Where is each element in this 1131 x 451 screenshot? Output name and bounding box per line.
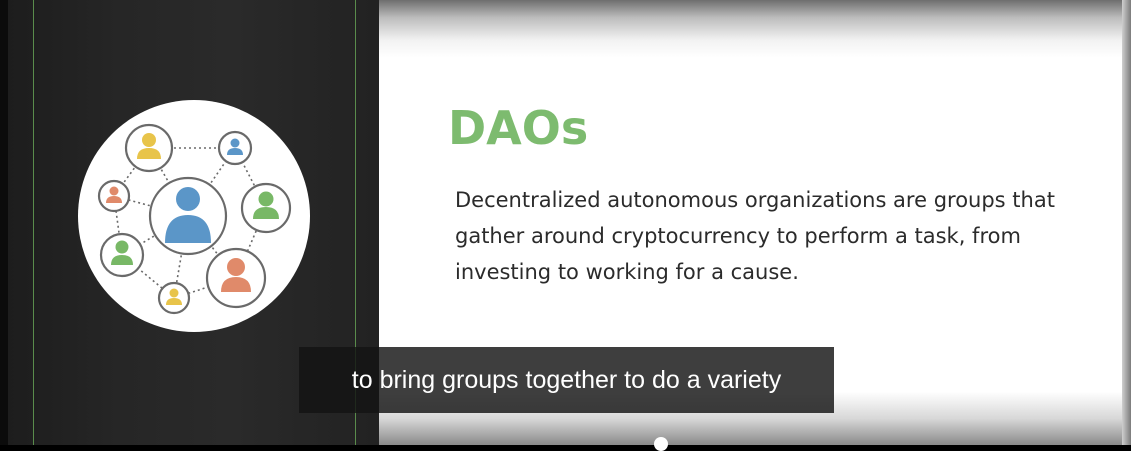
slide-body-text: Decentralized autonomous organizations a… xyxy=(455,188,1055,284)
progress-scrub-handle[interactable] xyxy=(654,437,668,451)
caption-box: to bring groups together to do a variety xyxy=(299,347,834,413)
slide-title: DAOs xyxy=(448,101,589,155)
caption-text: to bring groups together to do a variety xyxy=(351,365,782,394)
left-frame-line xyxy=(33,0,34,445)
slide-right-edge xyxy=(1122,0,1131,445)
user-network-icon xyxy=(78,100,310,332)
right-frame-line xyxy=(355,0,356,445)
